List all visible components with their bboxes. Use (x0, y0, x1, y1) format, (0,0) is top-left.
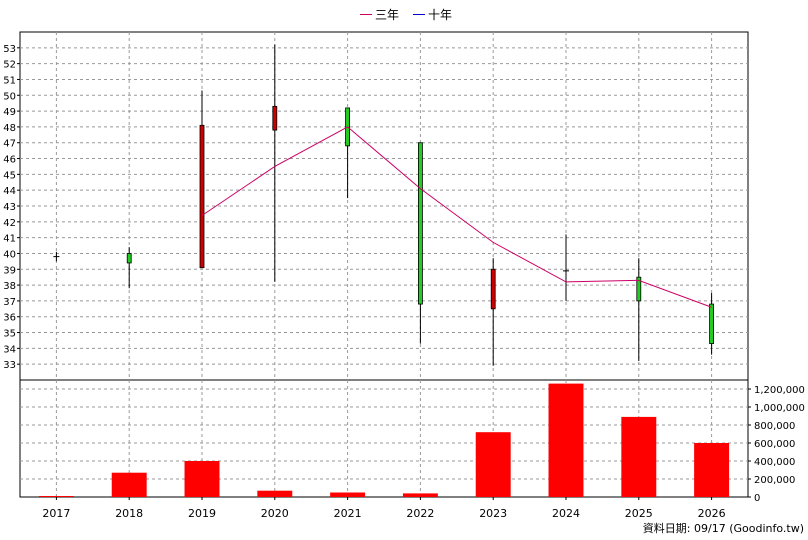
candle-body (272, 105, 278, 131)
volume-tick-label: 400,000 (754, 457, 795, 468)
x-tick-label: 2026 (698, 507, 726, 520)
volume-bar (330, 492, 366, 497)
volume-tick-label: 1,000,000 (754, 403, 805, 414)
x-tick-label: 2023 (479, 507, 507, 520)
price-tick-label: 41 (3, 234, 16, 245)
volume-panel-frame (19, 379, 749, 498)
volume-tick-label: 1,200,000 (754, 385, 805, 396)
legend-item-10y: 十年 (413, 6, 452, 23)
data-date-footer: 資料日期: 09/17 (Goodinfo.tw) (642, 522, 804, 535)
legend-10y-label: 十年 (428, 8, 453, 22)
price-tick-label: 52 (3, 60, 16, 71)
x-tick-label: 2022 (406, 507, 434, 520)
price-tick-label: 39 (3, 265, 16, 276)
price-tick-label: 35 (3, 329, 16, 340)
volume-bar (475, 432, 511, 497)
price-tick-label: 37 (3, 297, 16, 308)
legend-10y-swatch (413, 14, 426, 15)
x-tick-label: 2024 (552, 507, 580, 520)
volume-tick-label: 0 (754, 493, 760, 504)
candle-body (199, 124, 205, 269)
volume-bar (184, 461, 220, 497)
x-tick-label: 2018 (115, 507, 143, 520)
price-tick-label: 46 (3, 155, 16, 166)
volume-tick-label: 600,000 (754, 439, 795, 450)
x-tick-label: 2025 (625, 507, 653, 520)
price-tick-label: 36 (3, 313, 16, 324)
x-tick-label: 2019 (188, 507, 216, 520)
volume-tick-label: 200,000 (754, 475, 795, 486)
volume-bar (621, 416, 657, 497)
candle-body (126, 253, 132, 264)
volume-bar (257, 490, 293, 497)
candle-body (709, 303, 714, 345)
legend-3y-swatch (360, 14, 372, 15)
volume-bar (38, 496, 74, 497)
x-tick-label: 2021 (334, 507, 362, 520)
volume-bar (111, 472, 147, 497)
price-tick-label: 42 (3, 218, 16, 229)
candle-body (490, 268, 496, 310)
line-3y (201, 126, 712, 308)
price-tick-label: 33 (3, 360, 16, 371)
x-tick-label: 2020 (261, 507, 289, 520)
price-tick-label: 43 (3, 202, 16, 213)
legend: 三年 十年 (360, 6, 452, 23)
x-tick-label: 2017 (42, 507, 70, 520)
price-tick-label: 53 (3, 44, 16, 55)
legend-item-3y: 三年 (360, 6, 399, 23)
volume-bar (548, 383, 584, 497)
volume-tick-label: 800,000 (754, 421, 795, 432)
price-tick-label: 51 (3, 75, 16, 86)
volume-bar (694, 443, 730, 497)
price-tick-label: 48 (3, 123, 16, 134)
price-tick-label: 45 (3, 170, 16, 181)
legend-3y-label: 三年 (375, 8, 400, 22)
candle-body (417, 142, 423, 305)
price-tick-label: 34 (3, 344, 16, 355)
candle-body (636, 276, 642, 302)
price-tick-label: 40 (3, 249, 16, 260)
volume-bar (402, 493, 438, 497)
price-tick-label: 50 (3, 91, 16, 102)
price-tick-label: 38 (3, 281, 16, 292)
price-tick-label: 47 (3, 139, 16, 150)
price-tick-label: 49 (3, 107, 16, 118)
price-tick-label: 44 (3, 186, 16, 197)
